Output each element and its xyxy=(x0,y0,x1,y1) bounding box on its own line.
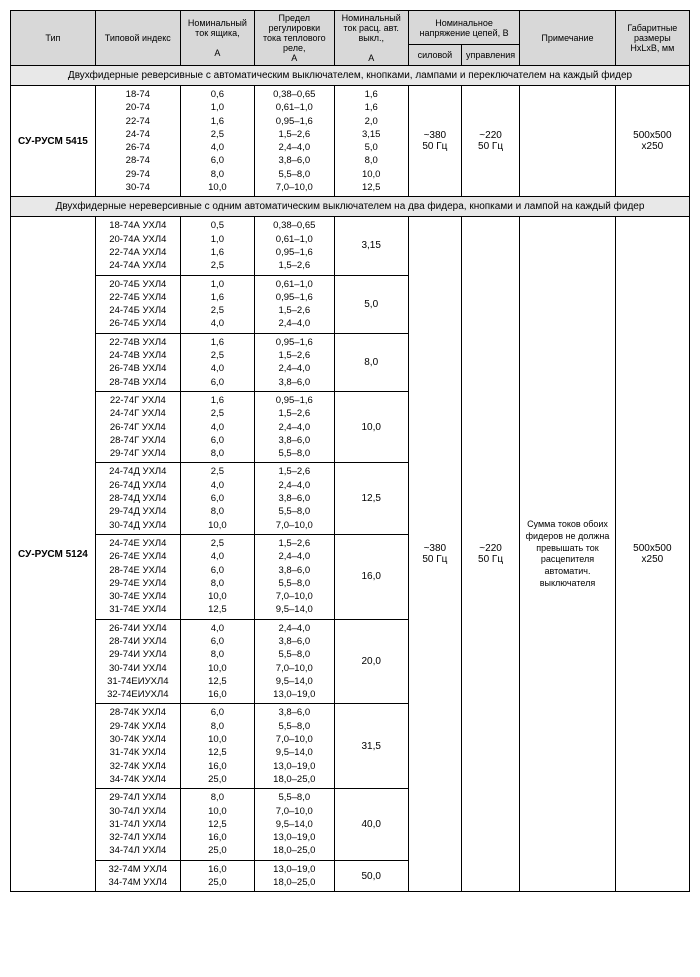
index-cell: 18-74А УХЛ420-74А УХЛ422-74А УХЛ424-74А … xyxy=(95,217,180,275)
index-cell: 20-74Б УХЛ422-74Б УХЛ424-74Б УХЛ426-74Б … xyxy=(95,275,180,333)
table-header: Тип Типовой индекс Номинальный ток ящика… xyxy=(11,11,690,66)
reg-cell: 2,4–4,03,8–6,05,5–8,07,0–10,09,5–14,013,… xyxy=(255,619,335,704)
index-cell: 24-74Е УХЛ426-74Е УХЛ428-74Е УХЛ429-74Е … xyxy=(95,534,180,619)
index-cell: 29-74Л УХЛ430-74Л УХЛ431-74Л УХЛ432-74Л … xyxy=(95,789,180,860)
current-cell: 0,51,01,62,5 xyxy=(180,217,254,275)
col-nom-voltage: Номинальное напряжение цепей, В xyxy=(408,11,519,45)
col-note: Примечание xyxy=(520,11,615,66)
col-control: управления xyxy=(461,45,519,66)
current-cell: 2,54,06,08,010,012,5 xyxy=(180,534,254,619)
col-nom-box: Номинальный ток ящика,А xyxy=(180,11,254,66)
index-cell: 24-74Д УХЛ426-74Д УХЛ428-74Д УХЛ429-74Д … xyxy=(95,463,180,534)
reg-cell: 3,8–6,05,5–8,07,0–10,09,5–14,013,0–19,01… xyxy=(255,704,335,789)
col-reg-limit: Предел регулировки тока теплового реле,А xyxy=(255,11,335,66)
break-cell: 3,15 xyxy=(334,217,408,275)
control-cell: ~22050 Гц xyxy=(461,86,519,197)
reg-cell: 1,5–2,62,4–4,03,8–6,05,5–8,07,0–10,09,5–… xyxy=(255,534,335,619)
dim-cell: 500х500х250 xyxy=(615,217,689,892)
type-cell: СУ-РУСМ 5124 xyxy=(11,217,96,892)
col-nom-break: Номинальный ток расц. авт. выкл.,А xyxy=(334,11,408,66)
section-header: Двухфидерные нереверсивные с одним автом… xyxy=(11,197,690,217)
current-cell: 6,08,010,012,516,025,0 xyxy=(180,704,254,789)
reg-cell: 5,5–8,07,0–10,09,5–14,013,0–19,018,0–25,… xyxy=(255,789,335,860)
note-cell: Сумма токов обоих фидеров не должна прев… xyxy=(520,217,615,892)
reg-cell: 1,5–2,62,4–4,03,8–6,05,5–8,07,0–10,0 xyxy=(255,463,335,534)
reg-cell: 0,61–1,00,95–1,61,5–2,62,4–4,0 xyxy=(255,275,335,333)
col-dim: Габаритные размеры HxLxB, мм xyxy=(615,11,689,66)
type-cell: СУ-РУСМ 5415 xyxy=(11,86,96,197)
break-cell: 40,0 xyxy=(334,789,408,860)
index-cell: 26-74И УХЛ428-74И УХЛ429-74И УХЛ430-74И … xyxy=(95,619,180,704)
break-cell: 12,5 xyxy=(334,463,408,534)
index-cell: 22-74В УХЛ424-74В УХЛ426-74В УХЛ428-74В … xyxy=(95,333,180,391)
current-cell: 8,010,012,516,025,0 xyxy=(180,789,254,860)
break-cell: 10,0 xyxy=(334,391,408,462)
break-cell: 50,0 xyxy=(334,860,408,892)
current-cell: 2,54,06,08,010,0 xyxy=(180,463,254,534)
dim-cell: 500х500х250 xyxy=(615,86,689,197)
power-cell: ~38050 Гц xyxy=(408,217,461,892)
spec-table: Тип Типовой индекс Номинальный ток ящика… xyxy=(10,10,690,892)
col-type: Тип xyxy=(11,11,96,66)
index-cell: 18-7420-7422-7424-7426-7428-7429-7430-74 xyxy=(95,86,180,197)
break-cell: 5,0 xyxy=(334,275,408,333)
reg-cell: 0,38–0,650,61–1,00,95–1,61,5–2,62,4–4,03… xyxy=(255,86,335,197)
reg-cell: 0,95–1,61,5–2,62,4–4,03,8–6,05,5–8,0 xyxy=(255,391,335,462)
break-cell: 20,0 xyxy=(334,619,408,704)
index-cell: 22-74Г УХЛ424-74Г УХЛ426-74Г УХЛ428-74Г … xyxy=(95,391,180,462)
current-cell: 16,025,0 xyxy=(180,860,254,892)
current-cell: 1,62,54,06,08,0 xyxy=(180,391,254,462)
reg-cell: 0,95–1,61,5–2,62,4–4,03,8–6,0 xyxy=(255,333,335,391)
current-cell: 1,01,62,54,0 xyxy=(180,275,254,333)
break-cell: 1,61,62,03,155,08,010,012,5 xyxy=(334,86,408,197)
note-cell xyxy=(520,86,615,197)
section-header: Двухфидерные реверсивные с автоматически… xyxy=(11,66,690,86)
index-cell: 28-74К УХЛ429-74К УХЛ430-74К УХЛ431-74К … xyxy=(95,704,180,789)
reg-cell: 13,0–19,018,0–25,0 xyxy=(255,860,335,892)
power-cell: ~38050 Гц xyxy=(408,86,461,197)
current-cell: 0,61,01,62,54,06,08,010,0 xyxy=(180,86,254,197)
break-cell: 31,5 xyxy=(334,704,408,789)
col-index: Типовой индекс xyxy=(95,11,180,66)
current-cell: 1,62,54,06,0 xyxy=(180,333,254,391)
break-cell: 8,0 xyxy=(334,333,408,391)
table-body: Двухфидерные реверсивные с автоматически… xyxy=(11,66,690,892)
control-cell: ~22050 Гц xyxy=(461,217,519,892)
index-cell: 32-74М УХЛ434-74М УХЛ4 xyxy=(95,860,180,892)
col-power: силовой xyxy=(408,45,461,66)
reg-cell: 0,38–0,650,61–1,00,95–1,61,5–2,6 xyxy=(255,217,335,275)
current-cell: 4,06,08,010,012,516,0 xyxy=(180,619,254,704)
break-cell: 16,0 xyxy=(334,534,408,619)
